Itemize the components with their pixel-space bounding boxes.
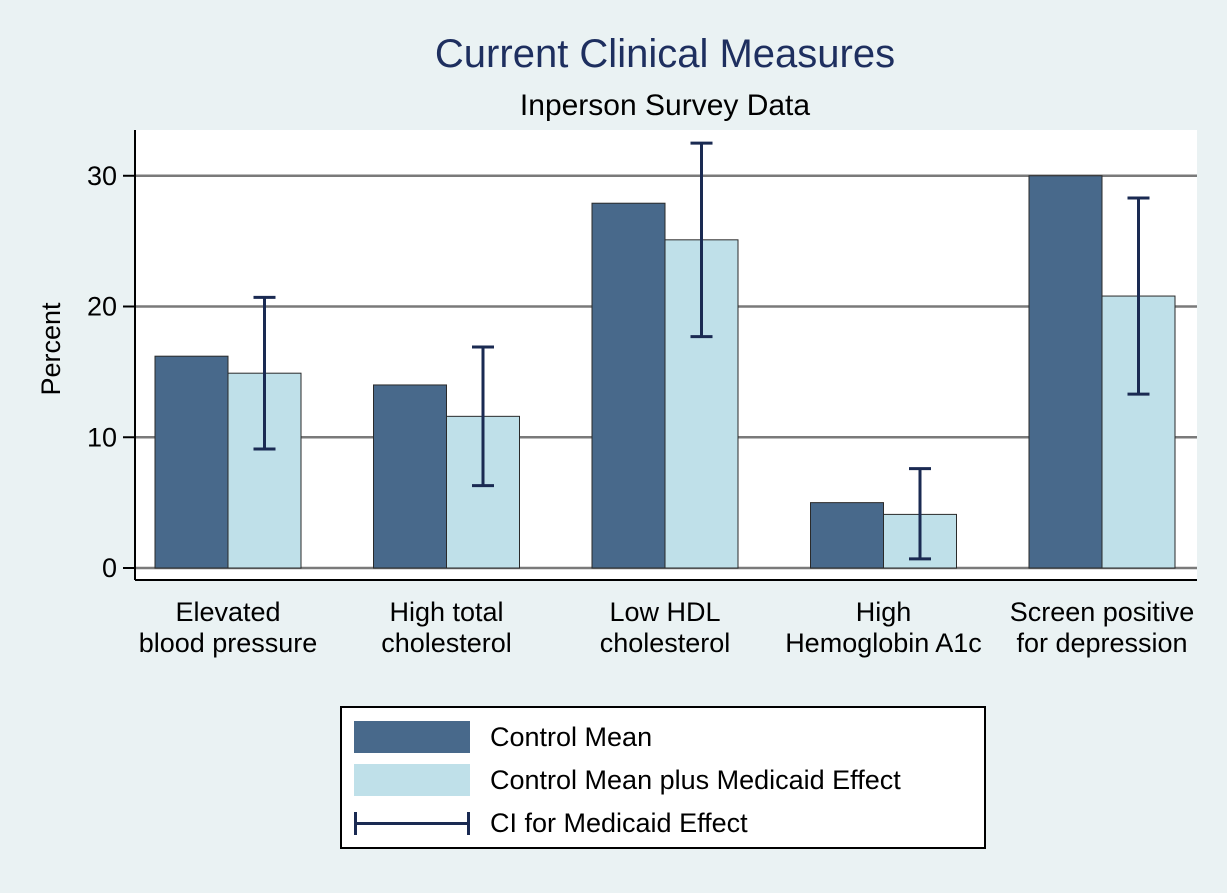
legend-label: Control Mean plus Medicaid Effect [490, 764, 901, 795]
x-tick-label: Low HDL cholesterol [600, 597, 731, 658]
x-tick-label: Screen positive for depression [1010, 597, 1195, 658]
bar-control-mean [373, 384, 447, 569]
y-tick-label: 10 [87, 422, 117, 452]
x-tick-label: Elevated blood pressure [139, 597, 318, 658]
chart-subtitle: Inperson Survey Data [519, 89, 811, 122]
bar-control-mean [1028, 175, 1103, 569]
legend-item-medicaid-effect: Control Mean plus Medicaid Effect [354, 763, 901, 797]
y-tick-label: 20 [87, 292, 117, 322]
legend: Control Mean Control Mean plus Medicaid … [340, 706, 986, 849]
legend-label: Control Mean [490, 721, 653, 752]
legend-ci-marker [354, 807, 470, 839]
legend-label: CI for Medicaid Effect [490, 807, 748, 838]
legend-swatch-control-mean [354, 721, 470, 753]
x-tick-label: High Hemoglobin A1c [785, 597, 982, 658]
legend-swatch-medicaid-effect [354, 764, 470, 796]
y-tick-label: 30 [87, 161, 117, 191]
chart-title: Current Clinical Measures [434, 32, 896, 76]
bar-control-mean [810, 502, 884, 569]
bar-chart: 0 10 20 30 Percent Elevated blood pressure High… [36, 130, 1197, 658]
bar-control-mean [154, 355, 229, 569]
y-tick-label: 0 [102, 553, 117, 583]
bar-control-mean [591, 202, 666, 569]
legend-item-ci: CI for Medicaid Effect [354, 806, 748, 840]
x-tick-label: High total cholesterol [381, 597, 512, 658]
y-axis-title: Percent [36, 302, 66, 396]
legend-item-control-mean: Control Mean [354, 720, 652, 754]
